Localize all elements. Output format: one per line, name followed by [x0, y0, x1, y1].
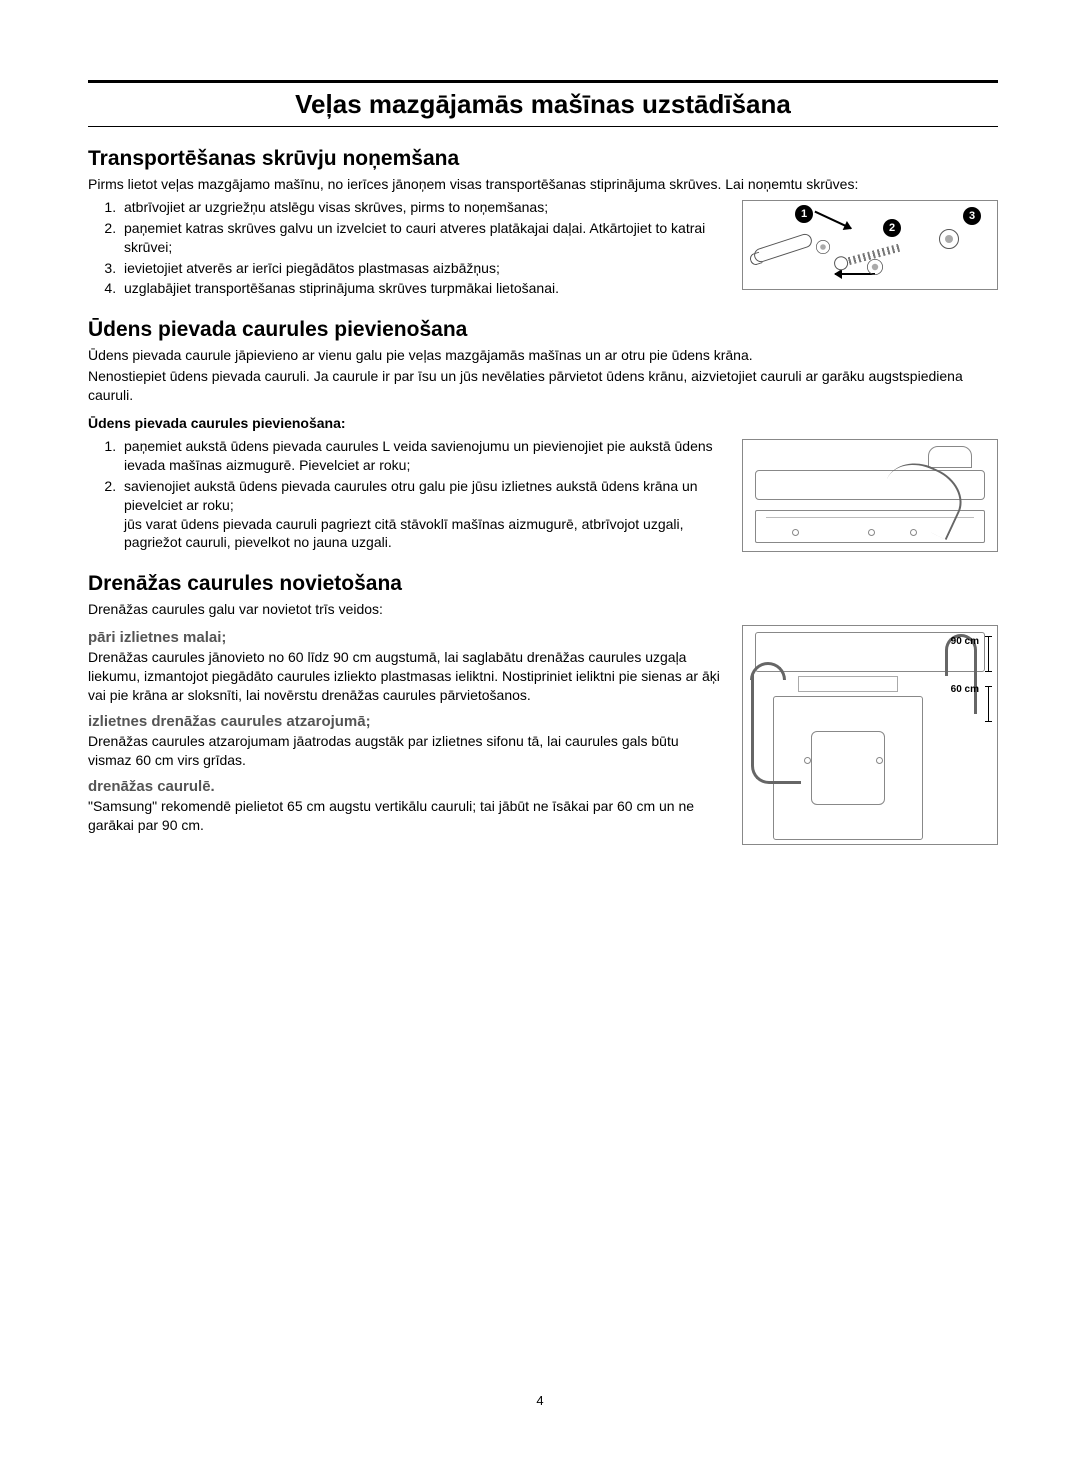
drain-heading: Drenāžas caurules novietošana: [88, 572, 998, 596]
transport-step: ievietojiet atverēs ar ierīci piegādātos…: [120, 259, 724, 278]
transport-diagram: 1 2 3: [742, 200, 998, 290]
dimension-line-icon: [988, 686, 989, 722]
diagram-callout-2-icon: 2: [883, 219, 901, 237]
hole-icon: [816, 240, 830, 254]
drain-over-sink-text: Drenāžas caurules jānovieto no 60 līdz 9…: [88, 648, 724, 705]
port-icon: [792, 529, 799, 536]
port-icon: [868, 529, 875, 536]
port-icon: [804, 757, 811, 764]
transport-intro: Pirms lietot veļas mazgājamo mašīnu, no …: [88, 175, 998, 194]
dimension-line-icon: [988, 636, 989, 672]
page-title: Veļas mazgājamās mašīnas uzstādīšana: [88, 83, 998, 126]
transport-heading: Transportēšanas skrūvju noņemšana: [88, 147, 998, 171]
drain-standpipe-title: drenāžas caurulē.: [88, 778, 724, 795]
drain-hose-icon: [751, 674, 801, 784]
plug-cap-icon: [939, 229, 959, 249]
washer-door-icon: [811, 731, 885, 805]
dimension-90cm-label: 90 cm: [951, 636, 979, 647]
drain-standpipe-text: "Samsung" rekomendē pielietot 65 cm augs…: [88, 797, 724, 835]
wrench-icon: [752, 232, 813, 264]
drain-over-sink-title: pāri izlietnes malai;: [88, 629, 724, 646]
diagram-callout-3-icon: 3: [963, 207, 981, 225]
dimension-60cm-label: 60 cm: [951, 684, 979, 695]
drain-branch-text: Drenāžas caurules atzarojumam jāatrodas …: [88, 732, 724, 770]
diagram-callout-1-icon: 1: [795, 205, 813, 223]
transport-step: atbrīvojiet ar uzgriežņu atslēgu visas s…: [120, 198, 724, 217]
transport-step: uzglabājiet transportēšanas stiprinājuma…: [120, 279, 724, 298]
water-intro2: Nenostiepiet ūdens pievada cauruli. Ja c…: [88, 367, 998, 405]
arrow-icon: [814, 211, 851, 230]
water-steps: paņemiet aukstā ūdens pievada caurules L…: [120, 437, 724, 552]
water-step: savienojiet aukstā ūdens pievada caurule…: [120, 477, 724, 553]
water-step-text: savienojiet aukstā ūdens pievada caurule…: [124, 478, 698, 513]
drain-branch-title: izlietnes drenāžas caurules atzarojumā;: [88, 713, 724, 730]
water-intro1: Ūdens pievada caurule jāpievieno ar vien…: [88, 346, 998, 365]
drain-diagram: 90 cm 60 cm: [742, 625, 998, 845]
tap-icon: [928, 446, 972, 468]
washer-panel-icon: [798, 676, 898, 692]
transport-step: paņemiet katras skrūves galvu un izvelci…: [120, 219, 724, 257]
water-step: paņemiet aukstā ūdens pievada caurules L…: [120, 437, 724, 475]
transport-steps: atbrīvojiet ar uzgriežņu atslēgu visas s…: [120, 198, 724, 298]
page-number: 4: [536, 1393, 543, 1408]
water-heading: Ūdens pievada caurules pievienošana: [88, 318, 998, 342]
water-step-note: jūs varat ūdens pievada cauruli pagriezt…: [124, 516, 684, 551]
water-diagram: [742, 439, 998, 552]
port-icon: [910, 529, 917, 536]
water-bold-label: Ūdens pievada caurules pievienošana:: [88, 415, 998, 431]
hole-icon: [867, 259, 883, 275]
drain-intro: Drenāžas caurules galu var novietot trīs…: [88, 600, 998, 619]
